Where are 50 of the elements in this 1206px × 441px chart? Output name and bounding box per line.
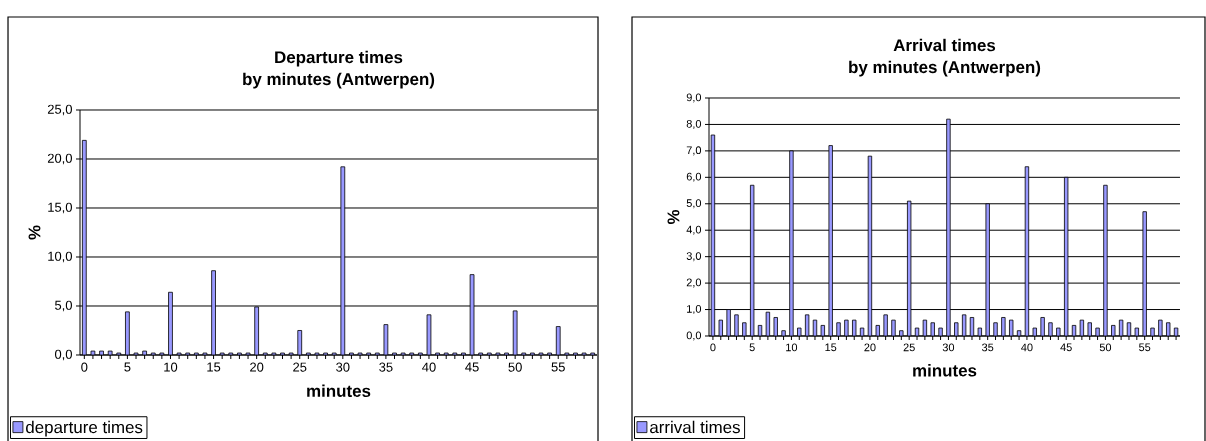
y-tick-label: 20,0 xyxy=(47,153,72,165)
y-tick-label: 25,0 xyxy=(47,104,72,116)
x-tick-label: 45 xyxy=(465,362,479,372)
y-tick-label: 8,0 xyxy=(686,119,702,129)
chart-subtitle: by minutes (Antwerpen) xyxy=(849,60,1041,77)
y-tick-label: 5,0 xyxy=(55,300,72,312)
x-tick-label: 15 xyxy=(207,362,221,372)
x-tick-label: 40 xyxy=(1021,343,1033,352)
y-tick-label: 7,0 xyxy=(686,146,702,156)
y-tick-label: 1,0 xyxy=(687,305,702,315)
chart-title: Departure times xyxy=(275,50,403,67)
x-tick-label: 15 xyxy=(825,343,837,352)
y-tick-label: 9,0 xyxy=(686,93,702,103)
x-axis-title: minutes xyxy=(913,364,977,377)
x-tick-label: 5 xyxy=(124,362,131,372)
y-tick-label: 0,0 xyxy=(686,331,702,341)
x-tick-label: 10 xyxy=(786,343,798,352)
legend-label: departure times xyxy=(26,420,143,437)
chart-title: Arrival times xyxy=(893,38,996,52)
x-tick-label: 5 xyxy=(749,343,755,352)
x-tick-label: 10 xyxy=(164,362,178,372)
x-tick-label: 0 xyxy=(710,343,716,352)
y-tick-label: 2,0 xyxy=(686,278,702,288)
x-tick-label: 30 xyxy=(942,343,955,352)
x-tick-label: 25 xyxy=(293,362,307,372)
y-tick-label: 4,0 xyxy=(686,225,702,235)
x-tick-label: 45 xyxy=(1060,343,1072,352)
x-tick-label: 50 xyxy=(508,362,522,372)
x-tick-label: 20 xyxy=(864,343,876,352)
y-tick-label: 3,0 xyxy=(686,252,702,262)
x-tick-label: 55 xyxy=(551,362,565,372)
y-axis-title: % xyxy=(28,225,41,240)
legend-label: arrival times xyxy=(650,420,740,434)
y-tick-label: 15,0 xyxy=(48,202,72,214)
x-tick-label: 20 xyxy=(250,362,264,372)
y-axis-title: % xyxy=(667,209,680,225)
x-tick-label: 30 xyxy=(336,362,350,372)
x-tick-label: 35 xyxy=(379,362,393,372)
x-tick-label: 35 xyxy=(982,343,994,352)
x-tick-label: 0 xyxy=(81,362,88,372)
y-tick-label: 0,0 xyxy=(54,349,72,361)
y-tick-label: 6,0 xyxy=(686,172,702,182)
x-tick-label: 55 xyxy=(1139,343,1151,352)
x-axis-title: minutes xyxy=(307,384,371,397)
chart-subtitle: by minutes (Antwerpen) xyxy=(243,72,435,89)
x-tick-label: 40 xyxy=(422,362,436,372)
y-tick-label: 5,0 xyxy=(686,199,702,209)
x-tick-label: 25 xyxy=(903,343,915,352)
x-tick-label: 50 xyxy=(1099,343,1112,352)
y-tick-label: 10,0 xyxy=(48,251,72,263)
